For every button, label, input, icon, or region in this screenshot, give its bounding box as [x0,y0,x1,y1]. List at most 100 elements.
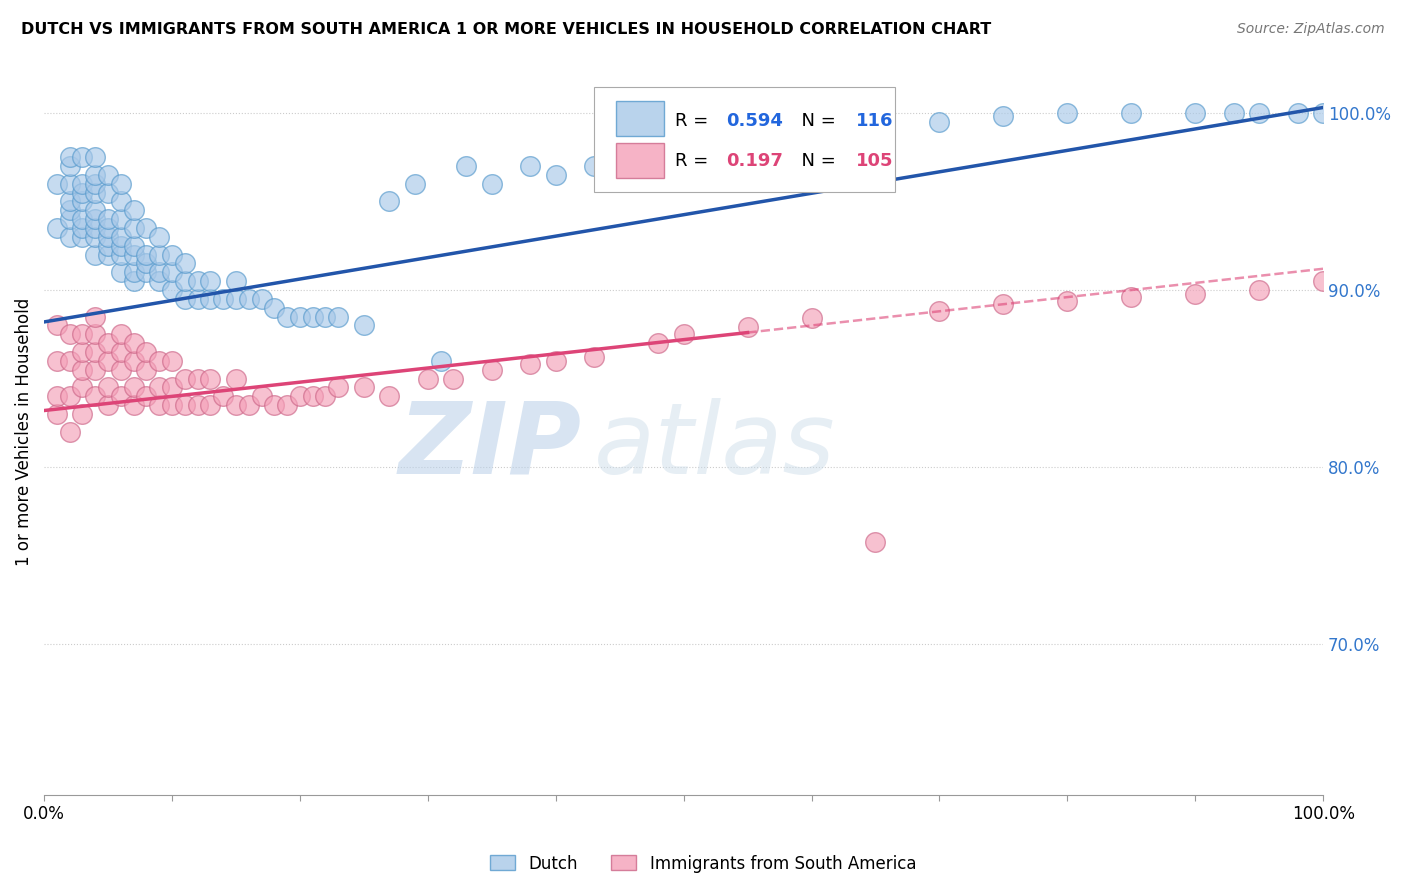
Point [238,292,260,306]
Point [122,336,145,351]
Point [97,186,120,200]
Text: 116: 116 [856,112,894,130]
Point [97,380,120,394]
Point [200,292,222,306]
Point [148,380,170,394]
Point [148,354,170,368]
Point [456,159,478,173]
Point [59,354,82,368]
Point [928,114,950,128]
Point [200,371,222,385]
Point [97,336,120,351]
Point [59,177,82,191]
Text: ZIP: ZIP [398,398,581,495]
Point [110,345,132,359]
Point [72,221,94,235]
Point [762,123,785,137]
Point [45,177,67,191]
Point [1056,293,1078,308]
Point [122,265,145,279]
Point [328,380,350,394]
Point [1249,105,1271,120]
Point [148,274,170,288]
Legend: Dutch, Immigrants from South America: Dutch, Immigrants from South America [484,848,922,880]
Point [72,194,94,209]
Point [481,177,503,191]
Bar [616,101,665,136]
Point [59,230,82,244]
Point [135,256,157,270]
Point [122,203,145,218]
Point [1184,286,1206,301]
Point [84,247,107,261]
Point [110,265,132,279]
FancyBboxPatch shape [595,87,894,192]
Point [72,230,94,244]
Point [672,327,695,342]
Point [160,354,183,368]
Point [122,247,145,261]
Point [173,292,195,306]
Point [672,132,695,146]
Point [928,304,950,318]
Point [59,203,82,218]
Bar [616,143,665,178]
Point [288,310,311,324]
Point [993,109,1015,123]
Point [225,274,247,288]
Point [737,132,759,146]
Point [800,123,823,137]
Point [1286,105,1309,120]
Point [110,247,132,261]
Point [135,345,157,359]
Point [84,363,107,377]
Point [72,177,94,191]
Point [1312,274,1334,288]
Point [225,371,247,385]
Point [72,150,94,164]
Point [429,354,451,368]
Point [148,265,170,279]
Point [59,389,82,403]
Point [59,212,82,227]
Point [97,230,120,244]
Point [187,398,209,412]
Point [404,177,426,191]
Point [647,336,669,351]
Point [353,318,375,333]
Point [59,150,82,164]
Text: 105: 105 [856,152,894,169]
Point [160,398,183,412]
Point [135,363,157,377]
Point [1312,105,1334,120]
Point [84,177,107,191]
Point [1222,105,1244,120]
Point [45,354,67,368]
Point [800,311,823,326]
Point [110,238,132,252]
Point [200,398,222,412]
Point [647,141,669,155]
Text: N =: N = [790,152,841,169]
Point [135,247,157,261]
Point [1121,105,1143,120]
Point [45,221,67,235]
Point [110,230,132,244]
Text: Source: ZipAtlas.com: Source: ZipAtlas.com [1237,22,1385,37]
Point [110,194,132,209]
Point [122,398,145,412]
Point [378,389,401,403]
Point [148,247,170,261]
Point [84,310,107,324]
Point [148,398,170,412]
Point [84,230,107,244]
Point [173,256,195,270]
Point [276,310,298,324]
Point [276,398,298,412]
Point [544,168,567,182]
Point [519,358,541,372]
Point [328,310,350,324]
Point [353,380,375,394]
Point [122,380,145,394]
Point [84,212,107,227]
